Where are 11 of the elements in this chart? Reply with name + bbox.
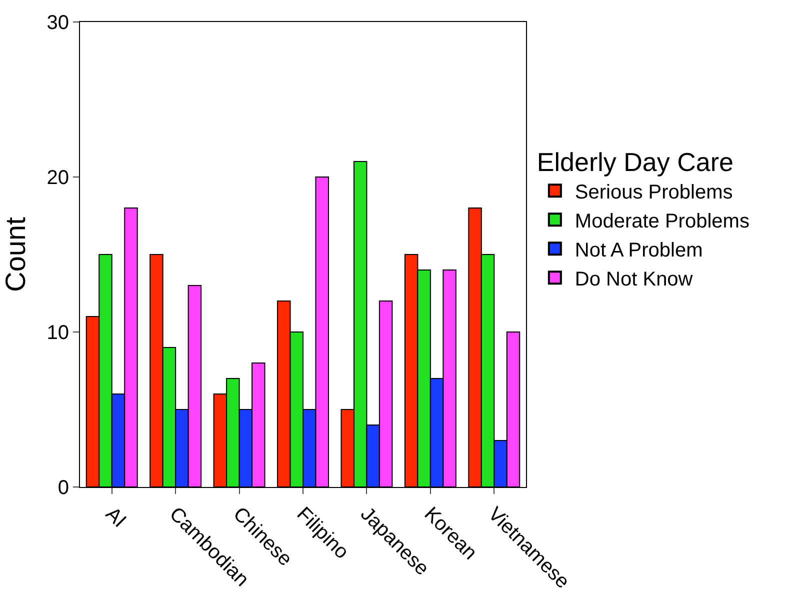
legend-label: Not A Problem (574, 239, 703, 262)
legend-title: Elderly Day Care (536, 147, 734, 178)
x-tick-label: AI (101, 503, 130, 532)
y-tick-label: 0 (58, 477, 69, 499)
y-tick-label: 30 (46, 12, 69, 34)
y-tick-label: 20 (46, 167, 69, 189)
legend-label: Moderate Problems (574, 210, 750, 232)
legend-label: Serious Problems (574, 181, 733, 204)
y-axis-title: Count (0, 216, 31, 292)
y-tick-label: 10 (46, 322, 69, 344)
legend-label: Do Not Know (574, 268, 694, 290)
